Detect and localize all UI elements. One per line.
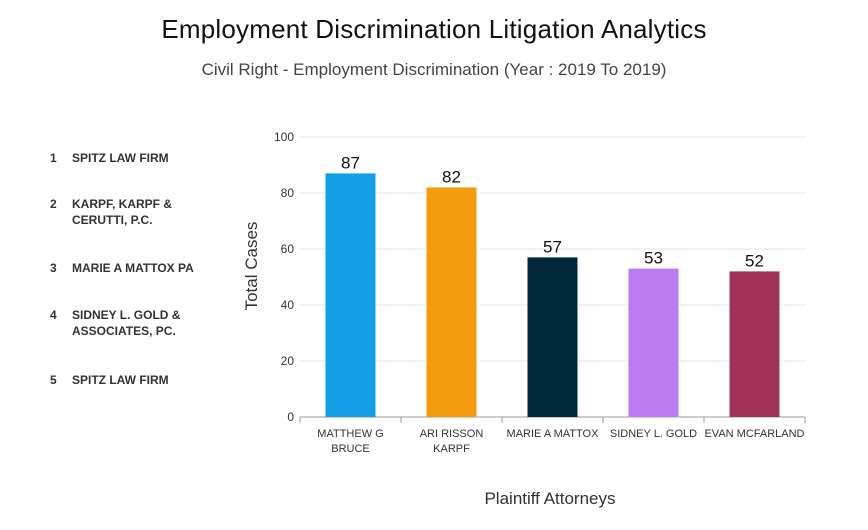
x-tick-label: MATTHEW G BRUCE <box>317 428 383 455</box>
firm-rank: 3 <box>50 261 57 275</box>
data-label: 57 <box>543 237 562 256</box>
firm-list-item: 4 SIDNEY L. GOLD & ASSOCIATES, PC. <box>50 307 200 339</box>
firm-name: MARIE A MATTOX PA <box>72 261 194 275</box>
firm-rank: 1 <box>50 151 57 165</box>
firm-rank: 5 <box>50 373 57 387</box>
y-tick-label: 40 <box>281 298 295 312</box>
bar[interactable] <box>729 271 780 417</box>
firm-rank: 4 <box>50 308 57 322</box>
firm-name: KARPF, KARPF & CERUTTI, P.C. <box>72 197 173 227</box>
firm-list-item: 1 SPITZ LAW FIRM <box>50 150 240 166</box>
data-label: 87 <box>341 153 360 172</box>
firm-list-item: 2 KARPF, KARPF & CERUTTI, P.C. <box>50 196 180 228</box>
firm-name: SIDNEY L. GOLD & ASSOCIATES, PC. <box>72 308 181 338</box>
bar[interactable] <box>628 268 679 417</box>
page-title: Employment Discrimination Litigation Ana… <box>161 14 707 44</box>
firm-list-item: 5 SPITZ LAW FIRM <box>50 372 240 388</box>
bar[interactable] <box>527 257 578 417</box>
data-label: 52 <box>745 251 764 270</box>
firm-rank: 2 <box>50 197 57 211</box>
firm-name: SPITZ LAW FIRM <box>72 373 169 387</box>
x-tick-label: ARI RISSON KARPF <box>420 428 484 455</box>
firm-name: SPITZ LAW FIRM <box>72 151 169 165</box>
data-label: 53 <box>644 249 663 268</box>
x-tick-label: EVAN MCFARLAND <box>704 428 804 440</box>
y-tick-label: 100 <box>274 130 294 144</box>
bar[interactable] <box>325 173 376 417</box>
x-axis-title: Plaintiff Attorneys <box>484 489 615 508</box>
page-subtitle: Civil Right - Employment Discrimination … <box>201 60 667 79</box>
data-label: 82 <box>442 167 461 186</box>
x-tick-label: MARIE A MATTOX <box>507 428 600 440</box>
y-tick-label: 20 <box>281 354 295 368</box>
y-axis-title: Total Cases <box>242 222 261 311</box>
y-tick-label: 60 <box>281 242 295 256</box>
y-tick-label: 80 <box>281 186 295 200</box>
firm-list-item: 3 MARIE A MATTOX PA <box>50 260 240 276</box>
x-tick-label: SIDNEY L. GOLD <box>610 428 697 440</box>
bar[interactable] <box>426 187 477 417</box>
y-tick-label: 0 <box>287 410 294 424</box>
